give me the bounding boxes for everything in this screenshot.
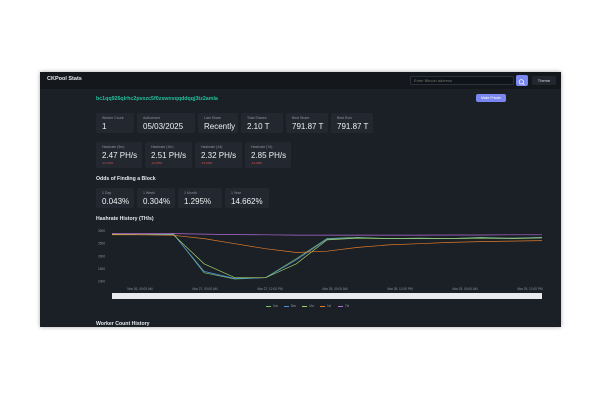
odds-row-card: 1 Day 0.043%	[96, 188, 134, 208]
stats-row-card: Total Shares 2.10 T	[241, 113, 283, 133]
card-label: Authorised	[143, 116, 160, 120]
card-value: 0.304%	[143, 197, 171, 206]
card-label: Best Share	[292, 116, 310, 120]
legend-swatch	[302, 305, 307, 307]
search-input[interactable]	[410, 76, 514, 85]
card-label: Hashrate (7d)	[251, 145, 273, 149]
card-value: 1.295%	[184, 197, 212, 206]
hashrate-chart: 3000 2500 2000 1500 1000 Mar 26, 00:00 AM Mar …	[96, 224, 546, 300]
legend-item-7d[interactable]: 7d	[338, 304, 349, 308]
legend-label: 1m	[273, 304, 278, 308]
odds-row-card: 1 Week 0.304%	[137, 188, 175, 208]
worker-count-history-title: Worker Count History	[96, 321, 150, 327]
odds-row-card: 1 Month 1.295%	[178, 188, 222, 208]
x-tick-label: Mar 26, 00:00 AM	[127, 287, 153, 291]
legend-item-5m[interactable]: 5m	[284, 304, 296, 308]
legend-swatch	[338, 305, 343, 307]
legend-swatch	[266, 305, 271, 307]
card-value: 791.87 T	[292, 122, 324, 131]
hash-row-card: Hashrate (1d) 2.32 PH/s -13.59%	[195, 142, 242, 168]
y-tick-label: 1500	[98, 267, 105, 271]
search-icon	[518, 79, 525, 86]
legend-swatch	[284, 305, 289, 307]
x-tick-label: Mar 29, 00:00 AM	[452, 287, 478, 291]
legend-label: 1hr	[309, 304, 314, 308]
hash-row-card: Hashrate (7d) 2.85 PH/s -14.08%	[245, 142, 291, 168]
hashrate-history-title: Hashrate History (TH/s)	[96, 216, 154, 222]
stats-row-card: Authorised 05/03/2025	[137, 113, 195, 133]
bitcoin-address: bc1qq926qlrhc2pvxzc5f0zswnvqqddqqj3tz2am…	[96, 96, 218, 102]
card-label: Worker Count	[102, 116, 124, 120]
card-label: Hashrate (5m)	[102, 145, 125, 149]
card-value: 2.51 PH/s	[151, 151, 187, 160]
series-line-5m	[111, 233, 543, 279]
card-change: -12.33%	[102, 161, 114, 165]
card-label: Last Share	[204, 116, 221, 120]
hash-row-card: Hashrate (1hr) 2.51 PH/s -10.83%	[145, 142, 192, 168]
y-tick-label: 1000	[98, 279, 105, 283]
brand-title[interactable]: CKPool Stats	[47, 76, 82, 82]
hash-row-card: Hashrate (5m) 2.47 PH/s -12.33%	[96, 142, 142, 168]
legend-item-1d[interactable]: 1d	[320, 304, 331, 308]
legend-label: 7d	[345, 304, 349, 308]
stats-row-card: Last Share Recently	[198, 113, 238, 133]
hashrate-chart-svg: 3000 2500 2000 1500 1000 Mar 26, 00:00 AM Mar …	[98, 229, 543, 299]
card-label: 1 Year	[231, 191, 241, 195]
app-window: CKPool Stats Theme bc1qq926qlrhc2pvxzc5f…	[40, 72, 561, 327]
x-tick-label: Mar 29, 12:00 PM	[517, 287, 543, 291]
x-tick-label: Mar 28, 12:00 PM	[387, 287, 413, 291]
y-tick-label: 2500	[98, 242, 105, 246]
card-label: 1 Day	[102, 191, 112, 195]
series-line-7d	[112, 233, 542, 236]
card-label: Total Shares	[247, 116, 267, 120]
chart-legend: 1m 5m 1hr 1d 7d	[96, 304, 546, 310]
legend-item-1hr[interactable]: 1hr	[302, 304, 314, 308]
make-private-button[interactable]: Make Private	[476, 94, 506, 102]
card-value: 1	[102, 122, 107, 131]
card-change: -14.08%	[251, 161, 263, 165]
stats-row-card: Worker Count 1	[96, 113, 134, 133]
odds-title: Odds of Finding a Block	[96, 176, 156, 182]
navbar: CKPool Stats Theme	[40, 72, 561, 89]
card-label: Best Ever	[337, 116, 353, 120]
series-line-1d	[112, 234, 543, 253]
series-line-1hr	[111, 233, 543, 279]
x-tick-label: Mar 28, 00:00 AM	[322, 287, 348, 291]
card-value: 0.043%	[102, 197, 130, 206]
card-value: Recently	[204, 122, 236, 131]
search-button[interactable]	[516, 75, 528, 86]
legend-label: 1d	[327, 304, 331, 308]
card-value: 05/03/2025	[143, 122, 184, 131]
card-label: Hashrate (1hr)	[151, 145, 174, 149]
card-value: 2.47 PH/s	[102, 151, 138, 160]
y-tick-label: 3000	[98, 229, 105, 233]
card-value: 14.662%	[231, 197, 263, 206]
series-line-1m	[111, 233, 543, 280]
odds-row-card: 1 Year 14.662%	[225, 188, 269, 208]
stats-row-card: Best Ever 791.87 T	[331, 113, 373, 133]
card-change: -10.83%	[151, 161, 163, 165]
theme-button[interactable]: Theme	[532, 76, 556, 85]
card-value: 791.87 T	[337, 122, 369, 131]
stats-row-card: Best Share 791.87 T	[286, 113, 328, 133]
card-value: 2.10 T	[247, 122, 270, 131]
range-slider[interactable]	[112, 293, 542, 299]
legend-swatch	[320, 305, 325, 307]
legend-item-1m[interactable]: 1m	[266, 304, 278, 308]
x-tick-label: Mar 27, 00:00 AM	[192, 287, 218, 291]
card-value: 2.85 PH/s	[251, 151, 287, 160]
card-change: -13.59%	[201, 161, 213, 165]
legend-label: 5m	[291, 304, 296, 308]
card-label: 1 Month	[184, 191, 197, 195]
card-value: 2.32 PH/s	[201, 151, 237, 160]
x-tick-label: Mar 27, 12:00 PM	[257, 287, 283, 291]
card-label: Hashrate (1d)	[201, 145, 223, 149]
card-label: 1 Week	[143, 191, 155, 195]
y-tick-label: 2000	[98, 254, 105, 258]
